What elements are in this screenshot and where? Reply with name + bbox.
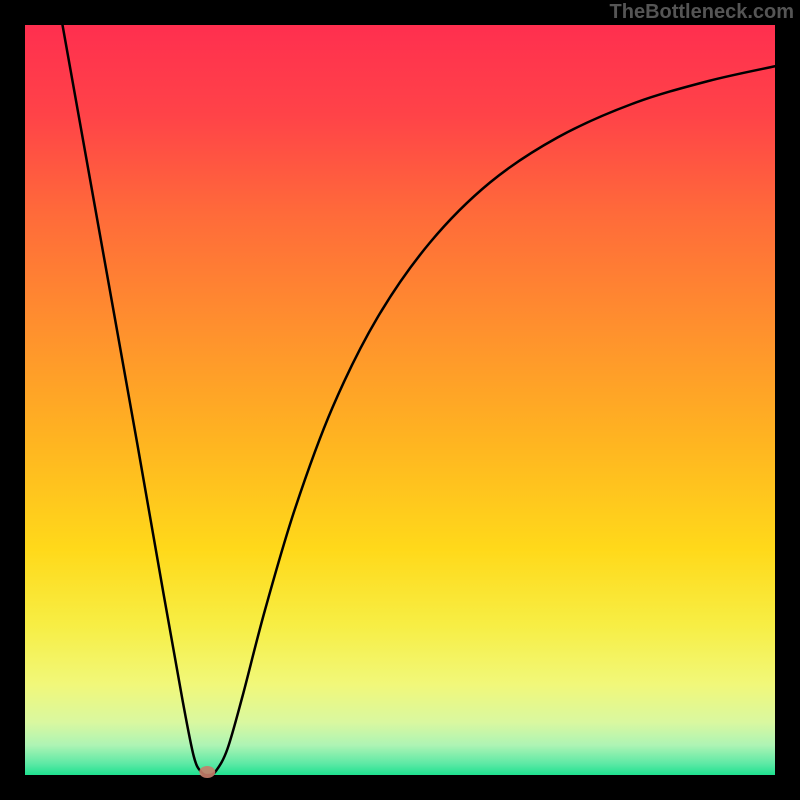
watermark-text: TheBottleneck.com: [610, 1, 794, 24]
chart-plot-area: [25, 25, 775, 775]
chart-container: TheBottleneck.com: [0, 0, 800, 800]
bottleneck-chart-svg: [0, 0, 800, 800]
minimum-marker: [199, 766, 215, 778]
